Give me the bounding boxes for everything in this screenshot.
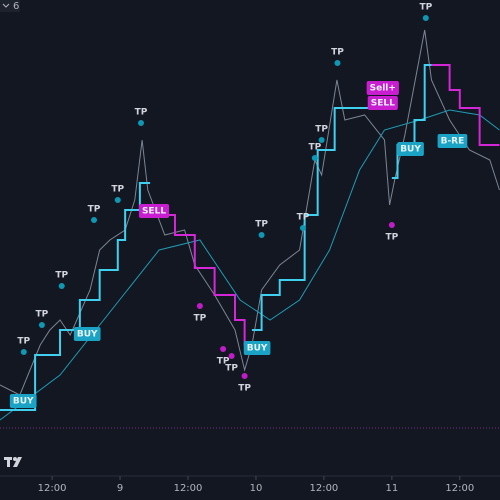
tp-dot xyxy=(388,222,395,228)
tp-label: TP xyxy=(238,384,251,394)
tp-dot xyxy=(228,353,235,359)
tp-dot xyxy=(299,225,306,231)
tp-dot xyxy=(196,303,203,309)
interval-button[interactable] xyxy=(0,0,20,12)
tp-label: TP xyxy=(385,233,398,243)
tp-label: TP xyxy=(194,314,207,324)
tp-dot xyxy=(90,217,97,223)
tp-dot xyxy=(241,373,248,379)
trail-line xyxy=(0,182,151,411)
x-tick-label: 9 xyxy=(117,483,123,494)
tp-dot xyxy=(311,155,318,161)
signal-box xyxy=(243,341,271,355)
tp-label: TP xyxy=(55,271,68,281)
tp-dot xyxy=(58,283,65,289)
signal-box xyxy=(9,394,37,408)
tp-label: TP xyxy=(255,220,268,230)
trail-line xyxy=(150,214,252,346)
signal-box xyxy=(73,327,101,341)
tp-label: TP xyxy=(217,357,230,367)
x-tick-label: 12:00 xyxy=(445,483,474,494)
signal-label: BUY xyxy=(13,397,34,407)
signal-label: SELL xyxy=(142,207,166,217)
tp-label: TP xyxy=(331,48,344,58)
signal-box xyxy=(397,142,424,156)
tp-label: TP xyxy=(36,310,49,320)
tp-dot xyxy=(220,346,227,352)
tp-label: TP xyxy=(17,337,30,347)
tp-label: TP xyxy=(308,143,321,153)
tp-label: TP xyxy=(315,125,328,135)
tp-label: TP xyxy=(297,213,310,223)
signal-box xyxy=(366,81,399,95)
tv-logo xyxy=(4,457,22,467)
tp-label: TP xyxy=(111,185,124,195)
signal-label: BUY xyxy=(400,145,421,155)
interval-label: 6 xyxy=(13,1,19,12)
tp-dot xyxy=(114,197,121,203)
x-tick-label: 11 xyxy=(385,483,398,494)
tp-dot xyxy=(20,349,27,355)
signal-box xyxy=(367,96,398,110)
tp-dot xyxy=(258,232,265,238)
tp-dot xyxy=(422,15,429,21)
tp-label: TP xyxy=(88,205,101,215)
x-tick-label: 12:00 xyxy=(38,483,67,494)
signal-label: BUY xyxy=(247,344,268,354)
signal-label: SELL xyxy=(371,99,395,109)
tp-label: TP xyxy=(135,108,148,118)
trail-line xyxy=(391,64,432,179)
tp-dot xyxy=(334,60,341,66)
tp-label: TP xyxy=(419,3,432,13)
chevron xyxy=(2,3,10,8)
x-tick-label: 12:00 xyxy=(174,483,203,494)
x-tick-label: 12:00 xyxy=(309,483,338,494)
signal-box xyxy=(138,204,170,218)
signal-label: Sell+ xyxy=(370,84,396,94)
trail-line xyxy=(431,64,500,146)
price-line xyxy=(0,109,500,421)
trail-line xyxy=(251,107,372,331)
signal-label: B-RE xyxy=(441,137,465,147)
tp-dot xyxy=(318,137,325,143)
tp-label: TP xyxy=(225,364,238,374)
signal-box xyxy=(437,134,468,148)
x-tick-label: 10 xyxy=(250,483,263,494)
signal-label: BUY xyxy=(77,330,98,340)
tp-dot xyxy=(38,322,45,328)
tp-dot xyxy=(137,120,144,126)
